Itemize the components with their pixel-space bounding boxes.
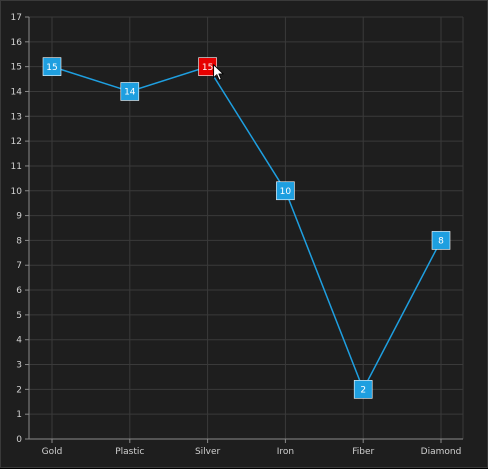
series — [51, 65, 442, 392]
data-marker[interactable]: 10 — [276, 181, 295, 201]
data-label: 14 — [124, 88, 136, 98]
data-marker-box[interactable] — [198, 57, 217, 76]
y-tick-label: 9 — [16, 212, 22, 222]
mouse-pointer-icon — [213, 64, 224, 81]
x-tick-label: Silver — [195, 447, 221, 457]
y-tick-label: 10 — [11, 187, 23, 197]
data-marker[interactable]: 15 — [198, 57, 217, 76]
y-tick-label: 4 — [16, 336, 22, 346]
data-marker[interactable]: 8 — [431, 231, 451, 250]
y-tick-label: 7 — [16, 261, 22, 271]
data-label: 15 — [46, 63, 57, 73]
x-tick-label: Fiber — [352, 447, 374, 457]
data-markers[interactable]: 15 14 15 10 2 8 — [42, 57, 451, 399]
y-tick-label: 16 — [11, 38, 23, 48]
data-marker[interactable]: 14 — [120, 82, 140, 101]
data-label: 15 — [202, 63, 213, 73]
data-label: 8 — [438, 237, 444, 247]
y-tick-label: 13 — [11, 112, 22, 122]
y-tick-label: 11 — [11, 162, 22, 172]
x-tick-labels: Gold Plastic Silver Iron Fiber Diamond — [42, 447, 462, 457]
data-marker[interactable]: 15 — [42, 57, 62, 76]
series-line — [51, 65, 442, 392]
data-label: 2 — [360, 386, 366, 396]
y-tick-label: 2 — [16, 385, 22, 395]
y-tick-label: 15 — [11, 63, 22, 73]
y-tick-label: 3 — [16, 361, 22, 371]
x-tick-label: Iron — [277, 447, 294, 457]
y-tick-label: 8 — [16, 236, 22, 246]
data-marker[interactable]: 2 — [353, 380, 373, 399]
y-tick-label: 5 — [16, 311, 22, 321]
y-tick-label: 1 — [16, 410, 22, 420]
data-marker-box[interactable] — [120, 82, 140, 101]
axes — [28, 17, 463, 440]
y-tick-label: 17 — [11, 13, 22, 23]
data-marker-box[interactable] — [353, 380, 373, 399]
grid — [25, 16, 464, 443]
y-tick-label: 6 — [16, 286, 22, 296]
data-marker-box[interactable] — [42, 57, 62, 76]
x-tick-label: Diamond — [421, 447, 462, 457]
data-label: 10 — [280, 187, 292, 197]
data-marker-box[interactable] — [431, 231, 451, 250]
x-tick-label: Plastic — [115, 447, 144, 457]
y-tick-label: 12 — [11, 137, 22, 147]
y-tick-label: 0 — [16, 435, 22, 445]
x-tick-label: Gold — [42, 447, 63, 457]
data-marker-box[interactable] — [276, 181, 295, 201]
y-tick-label: 14 — [11, 87, 23, 97]
